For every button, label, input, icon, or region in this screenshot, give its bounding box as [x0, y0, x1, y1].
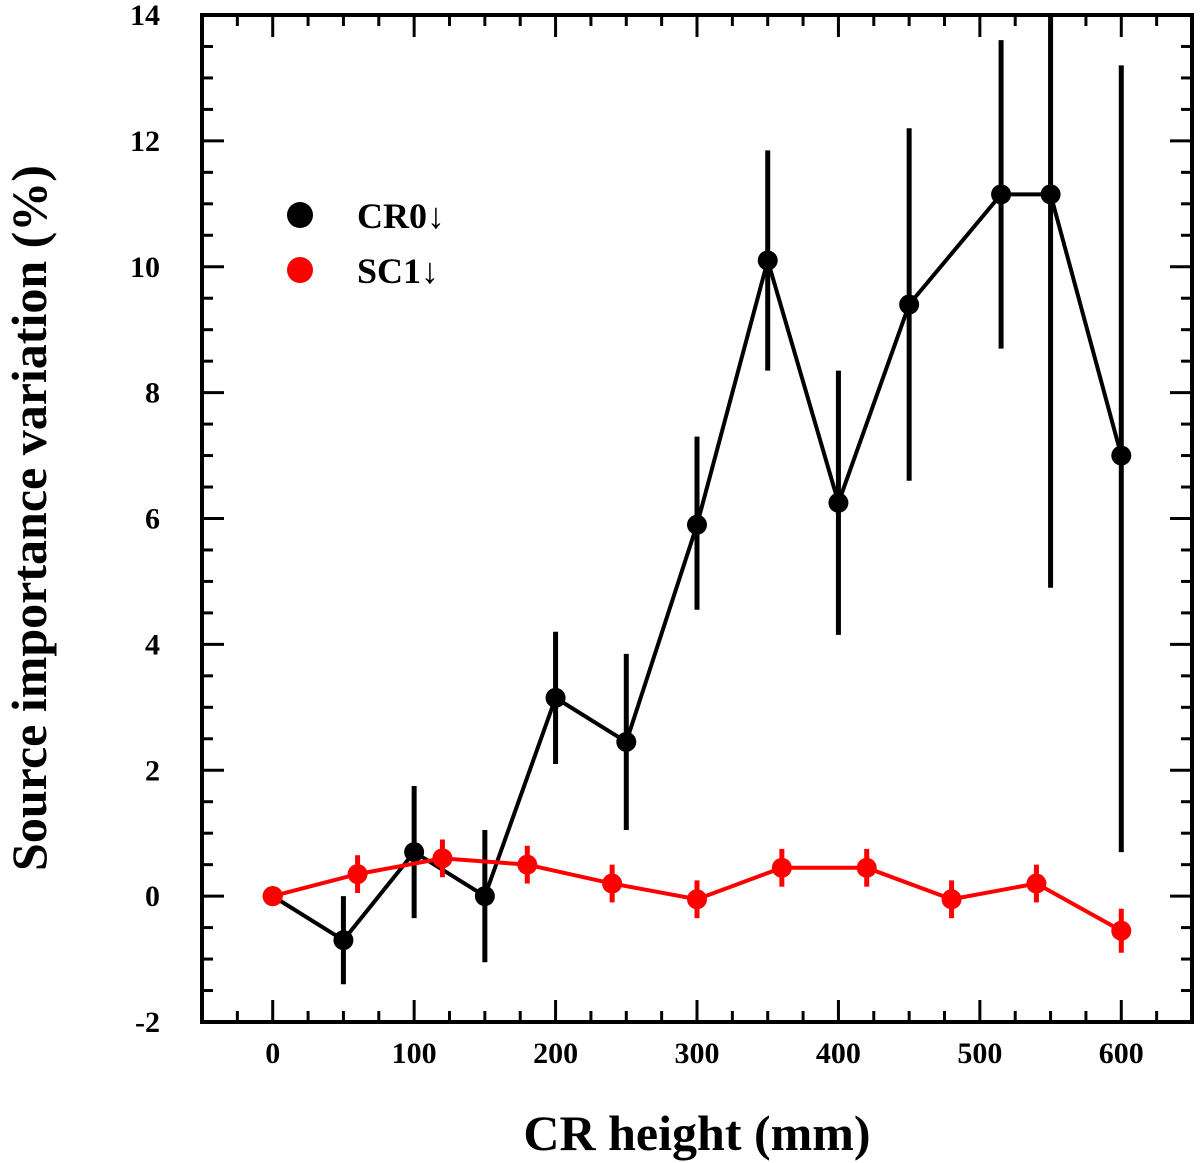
data-point — [1111, 920, 1132, 941]
data-point — [517, 854, 538, 875]
data-point — [941, 889, 962, 910]
legend-label-sc1: SC1↓ — [357, 251, 439, 291]
data-point — [347, 864, 368, 885]
data-point — [1111, 445, 1132, 466]
data-point — [771, 857, 792, 878]
data-point — [616, 731, 637, 752]
data-point — [404, 842, 425, 863]
data-point — [991, 184, 1012, 205]
legend-marker-cr0 — [287, 202, 313, 228]
data-point — [474, 886, 495, 907]
x-tick-label: 100 — [392, 1037, 437, 1070]
data-point — [602, 873, 623, 894]
data-point — [828, 492, 849, 513]
legend-label-cr0: CR0↓ — [357, 196, 445, 236]
data-point — [545, 687, 566, 708]
y-tick-label: 8 — [145, 377, 160, 410]
y-tick-label: 14 — [130, 0, 160, 32]
legend: CR0↓ SC1↓ — [287, 196, 445, 291]
series-1 — [262, 839, 1132, 953]
x-tick-label: 200 — [533, 1037, 578, 1070]
data-point — [432, 848, 453, 869]
y-tick-label: 4 — [145, 628, 160, 661]
data-point — [333, 930, 354, 951]
data-point — [757, 250, 778, 271]
y-tick-label: 10 — [130, 251, 160, 284]
data-point — [262, 886, 283, 907]
data-point — [899, 294, 920, 315]
y-tick-label: 6 — [145, 503, 160, 536]
x-tick-label: 0 — [265, 1037, 280, 1070]
x-tick-label: 400 — [816, 1037, 861, 1070]
y-tick-label: -2 — [135, 1006, 160, 1039]
x-tick-labels: 0 100 200 300 400 500 600 — [265, 1037, 1144, 1070]
y-tick-labels: -2 0 2 4 6 8 10 12 14 — [130, 0, 160, 1039]
data-point — [687, 514, 707, 535]
x-axis-title: CR height (mm) — [523, 1105, 870, 1161]
x-tick-label: 300 — [675, 1037, 720, 1070]
series-layer — [262, 15, 1132, 985]
x-tick-label: 600 — [1099, 1037, 1144, 1070]
legend-marker-sc1 — [287, 257, 313, 283]
y-tick-label: 0 — [145, 880, 160, 913]
y-axis-title: Source importance variation (%) — [1, 165, 57, 871]
x-tick-label: 500 — [957, 1037, 1002, 1070]
data-point — [1040, 184, 1061, 205]
data-point — [856, 857, 877, 878]
y-tick-label: 12 — [130, 125, 160, 158]
data-point — [1026, 873, 1047, 894]
data-point — [687, 889, 707, 910]
plot-frame — [200, 13, 1194, 1024]
series-0 — [262, 15, 1132, 985]
y-tick-label: 2 — [145, 754, 160, 787]
